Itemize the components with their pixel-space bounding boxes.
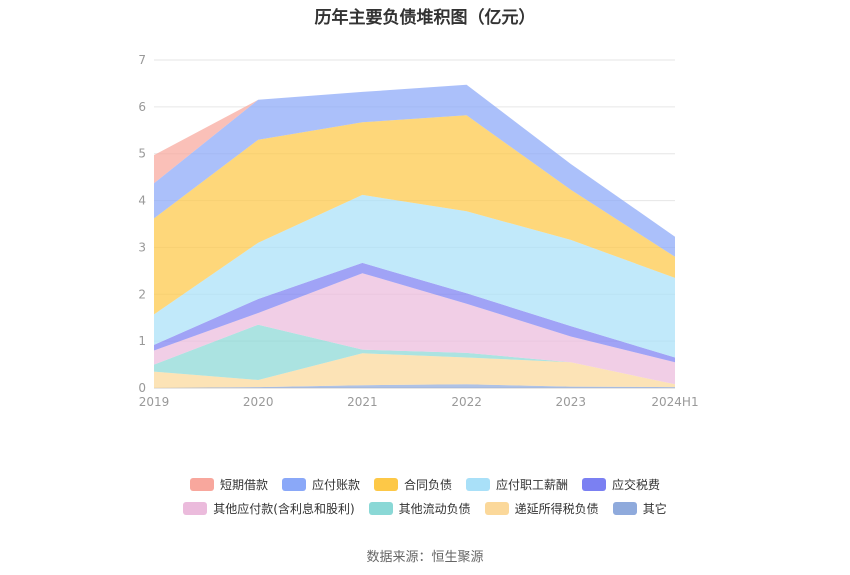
area-series-2 xyxy=(154,324,675,385)
x-tick-label-2024H1: 2024H1 xyxy=(651,395,698,409)
legend-item[interactable]: 其他应付款(含利息和股利) xyxy=(183,500,355,517)
legend-swatch xyxy=(281,477,306,491)
legend-swatch xyxy=(183,501,208,515)
legend-item[interactable]: 合同负债 xyxy=(373,476,452,493)
stacked-area-chart: 0 1 2 3 4 5 6 7 2019 2020 2021 2022 2023 2024H1 xyxy=(138,53,698,409)
legend: 短期借款 应付账款 合同负债 应付职工薪酬 应交税费 其他应付款(含利息和股利) 其他流动… xyxy=(0,472,850,520)
legend-row-1: 短期借款 应付账款 合同负债 应付职工薪酬 应交税费 xyxy=(0,472,850,496)
legend-label: 应付账款 xyxy=(311,477,360,492)
legend-swatch xyxy=(373,477,398,491)
legend-label: 其他流动负债 xyxy=(398,501,471,516)
y-tick-label-6: 6 xyxy=(138,100,146,114)
area-series-0 xyxy=(154,384,675,388)
x-tick-label-2019: 2019 xyxy=(139,395,170,409)
y-tick-label-1: 1 xyxy=(138,334,146,348)
legend-item[interactable]: 其他流动负债 xyxy=(368,500,471,517)
x-tick-label-2021: 2021 xyxy=(347,395,378,409)
legend-row-2: 其他应付款(含利息和股利) 其他流动负债 递延所得税负债 其它 xyxy=(0,496,850,520)
legend-swatch xyxy=(612,501,637,515)
y-tick-label-7: 7 xyxy=(138,53,146,67)
legend-item[interactable]: 递延所得税负债 xyxy=(484,500,599,517)
legend-item[interactable]: 应付账款 xyxy=(281,476,360,493)
data-source-note: 数据来源：恒生聚源 xyxy=(366,550,484,565)
area-series-3 xyxy=(154,273,675,385)
chart-title: 历年主要负债堆积图（亿元） xyxy=(314,8,536,28)
legend-item[interactable]: 其它 xyxy=(612,500,667,517)
legend-label: 合同负债 xyxy=(403,477,452,492)
legend-label: 短期借款 xyxy=(219,477,268,492)
legend-label: 应付职工薪酬 xyxy=(496,477,569,492)
legend-swatch xyxy=(484,501,509,515)
area-series-4 xyxy=(154,262,675,363)
legend-swatch xyxy=(466,477,490,491)
area-series-1 xyxy=(154,353,675,388)
legend-swatch xyxy=(189,477,214,491)
legend-label: 其它 xyxy=(642,501,667,516)
y-tick-label-4: 4 xyxy=(138,194,146,208)
y-tick-label-2: 2 xyxy=(138,287,146,301)
legend-label: 递延所得税负债 xyxy=(514,501,599,516)
legend-item[interactable]: 应付职工薪酬 xyxy=(466,476,568,493)
legend-swatch xyxy=(368,501,393,515)
y-tick-label-3: 3 xyxy=(138,240,146,254)
legend-item[interactable]: 应交税费 xyxy=(582,476,660,493)
y-tick-label-0: 0 xyxy=(138,381,146,395)
area-series-7 xyxy=(154,84,675,257)
area-series-5 xyxy=(154,194,675,358)
legend-item[interactable]: 短期借款 xyxy=(189,476,268,493)
x-tick-label-2020: 2020 xyxy=(243,395,274,409)
x-tick-label-2023: 2023 xyxy=(556,395,587,409)
legend-label: 应交税费 xyxy=(612,477,661,492)
area-series-6 xyxy=(154,115,675,315)
legend-label: 其他应付款(含利息和股利) xyxy=(213,501,355,516)
x-tick-label-2022: 2022 xyxy=(451,395,482,409)
y-tick-label-5: 5 xyxy=(138,147,146,161)
legend-swatch xyxy=(582,477,607,491)
